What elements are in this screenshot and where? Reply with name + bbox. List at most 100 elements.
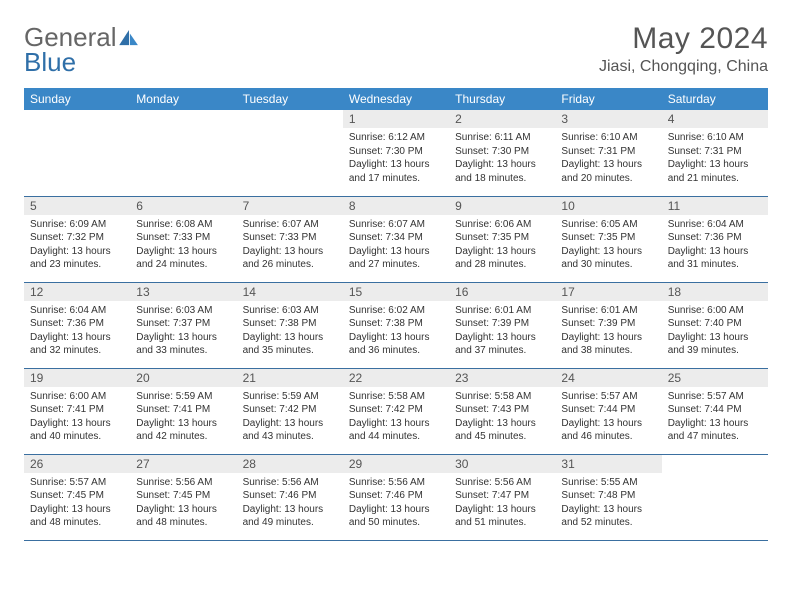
daylight-text: Daylight: 13 hours and 24 minutes. xyxy=(136,245,230,272)
day-info: Sunrise: 6:00 AMSunset: 7:41 PMDaylight:… xyxy=(24,387,130,448)
sunrise-text: Sunrise: 6:11 AM xyxy=(455,131,549,145)
sunset-text: Sunset: 7:46 PM xyxy=(349,489,443,503)
daylight-text: Daylight: 13 hours and 48 minutes. xyxy=(30,503,124,530)
day-number: 27 xyxy=(130,455,236,473)
day-number: 1 xyxy=(343,110,449,128)
day-number: 12 xyxy=(24,283,130,301)
day-info: Sunrise: 6:08 AMSunset: 7:33 PMDaylight:… xyxy=(130,215,236,276)
day-info: Sunrise: 6:03 AMSunset: 7:38 PMDaylight:… xyxy=(237,301,343,362)
day-number: 31 xyxy=(555,455,661,473)
calendar-day-cell: 31Sunrise: 5:55 AMSunset: 7:48 PMDayligh… xyxy=(555,454,661,540)
sunrise-text: Sunrise: 6:10 AM xyxy=(561,131,655,145)
day-info: Sunrise: 5:55 AMSunset: 7:48 PMDaylight:… xyxy=(555,473,661,534)
sunset-text: Sunset: 7:40 PM xyxy=(668,317,762,331)
page-title: May 2024 xyxy=(599,22,768,56)
calendar-day-cell: 11Sunrise: 6:04 AMSunset: 7:36 PMDayligh… xyxy=(662,196,768,282)
calendar-day-cell: 10Sunrise: 6:05 AMSunset: 7:35 PMDayligh… xyxy=(555,196,661,282)
sunset-text: Sunset: 7:36 PM xyxy=(30,317,124,331)
calendar-table: Sunday Monday Tuesday Wednesday Thursday… xyxy=(24,88,768,541)
calendar-day-cell xyxy=(237,110,343,196)
weekday-header: Friday xyxy=(555,88,661,110)
day-number: 11 xyxy=(662,197,768,215)
calendar-day-cell: 14Sunrise: 6:03 AMSunset: 7:38 PMDayligh… xyxy=(237,282,343,368)
calendar-week-row: 5Sunrise: 6:09 AMSunset: 7:32 PMDaylight… xyxy=(24,196,768,282)
day-number: 16 xyxy=(449,283,555,301)
sunset-text: Sunset: 7:36 PM xyxy=(668,231,762,245)
calendar-day-cell: 7Sunrise: 6:07 AMSunset: 7:33 PMDaylight… xyxy=(237,196,343,282)
calendar-week-row: 1Sunrise: 6:12 AMSunset: 7:30 PMDaylight… xyxy=(24,110,768,196)
sunset-text: Sunset: 7:30 PM xyxy=(455,145,549,159)
calendar-week-row: 19Sunrise: 6:00 AMSunset: 7:41 PMDayligh… xyxy=(24,368,768,454)
calendar-day-cell xyxy=(24,110,130,196)
sunset-text: Sunset: 7:38 PM xyxy=(349,317,443,331)
title-block: May 2024 Jiasi, Chongqing, China xyxy=(599,22,768,76)
sunset-text: Sunset: 7:48 PM xyxy=(561,489,655,503)
calendar-day-cell: 22Sunrise: 5:58 AMSunset: 7:42 PMDayligh… xyxy=(343,368,449,454)
day-info: Sunrise: 5:59 AMSunset: 7:41 PMDaylight:… xyxy=(130,387,236,448)
daylight-text: Daylight: 13 hours and 27 minutes. xyxy=(349,245,443,272)
day-info: Sunrise: 5:56 AMSunset: 7:47 PMDaylight:… xyxy=(449,473,555,534)
day-info: Sunrise: 5:56 AMSunset: 7:46 PMDaylight:… xyxy=(237,473,343,534)
day-info: Sunrise: 5:56 AMSunset: 7:46 PMDaylight:… xyxy=(343,473,449,534)
day-info: Sunrise: 6:10 AMSunset: 7:31 PMDaylight:… xyxy=(555,128,661,189)
daylight-text: Daylight: 13 hours and 20 minutes. xyxy=(561,158,655,185)
sunset-text: Sunset: 7:42 PM xyxy=(349,403,443,417)
day-info: Sunrise: 6:01 AMSunset: 7:39 PMDaylight:… xyxy=(555,301,661,362)
calendar-day-cell: 29Sunrise: 5:56 AMSunset: 7:46 PMDayligh… xyxy=(343,454,449,540)
weekday-header: Saturday xyxy=(662,88,768,110)
sunrise-text: Sunrise: 6:06 AM xyxy=(455,218,549,232)
daylight-text: Daylight: 13 hours and 43 minutes. xyxy=(243,417,337,444)
daylight-text: Daylight: 13 hours and 39 minutes. xyxy=(668,331,762,358)
day-number: 29 xyxy=(343,455,449,473)
calendar-day-cell: 4Sunrise: 6:10 AMSunset: 7:31 PMDaylight… xyxy=(662,110,768,196)
calendar-day-cell: 5Sunrise: 6:09 AMSunset: 7:32 PMDaylight… xyxy=(24,196,130,282)
day-info: Sunrise: 6:01 AMSunset: 7:39 PMDaylight:… xyxy=(449,301,555,362)
sunrise-text: Sunrise: 5:59 AM xyxy=(243,390,337,404)
page-subtitle: Jiasi, Chongqing, China xyxy=(599,58,768,76)
sunrise-text: Sunrise: 6:02 AM xyxy=(349,304,443,318)
day-number: 24 xyxy=(555,369,661,387)
day-number: 20 xyxy=(130,369,236,387)
sunset-text: Sunset: 7:32 PM xyxy=(30,231,124,245)
daylight-text: Daylight: 13 hours and 28 minutes. xyxy=(455,245,549,272)
day-number: 28 xyxy=(237,455,343,473)
calendar-day-cell: 16Sunrise: 6:01 AMSunset: 7:39 PMDayligh… xyxy=(449,282,555,368)
sunset-text: Sunset: 7:35 PM xyxy=(455,231,549,245)
day-info: Sunrise: 5:56 AMSunset: 7:45 PMDaylight:… xyxy=(130,473,236,534)
day-number: 17 xyxy=(555,283,661,301)
sunrise-text: Sunrise: 5:57 AM xyxy=(561,390,655,404)
calendar-day-cell: 9Sunrise: 6:06 AMSunset: 7:35 PMDaylight… xyxy=(449,196,555,282)
weekday-header: Thursday xyxy=(449,88,555,110)
sunset-text: Sunset: 7:42 PM xyxy=(243,403,337,417)
weekday-header: Wednesday xyxy=(343,88,449,110)
day-number: 5 xyxy=(24,197,130,215)
sunset-text: Sunset: 7:37 PM xyxy=(136,317,230,331)
sunrise-text: Sunrise: 6:12 AM xyxy=(349,131,443,145)
weekday-header: Tuesday xyxy=(237,88,343,110)
calendar-week-row: 12Sunrise: 6:04 AMSunset: 7:36 PMDayligh… xyxy=(24,282,768,368)
day-info: Sunrise: 6:11 AMSunset: 7:30 PMDaylight:… xyxy=(449,128,555,189)
calendar-day-cell: 1Sunrise: 6:12 AMSunset: 7:30 PMDaylight… xyxy=(343,110,449,196)
sunrise-text: Sunrise: 6:00 AM xyxy=(668,304,762,318)
sunrise-text: Sunrise: 5:56 AM xyxy=(136,476,230,490)
sunrise-text: Sunrise: 5:55 AM xyxy=(561,476,655,490)
calendar-day-cell: 28Sunrise: 5:56 AMSunset: 7:46 PMDayligh… xyxy=(237,454,343,540)
day-number: 8 xyxy=(343,197,449,215)
calendar-day-cell xyxy=(662,454,768,540)
day-number: 22 xyxy=(343,369,449,387)
daylight-text: Daylight: 13 hours and 49 minutes. xyxy=(243,503,337,530)
day-number: 25 xyxy=(662,369,768,387)
sunrise-text: Sunrise: 5:58 AM xyxy=(349,390,443,404)
sunset-text: Sunset: 7:30 PM xyxy=(349,145,443,159)
day-info: Sunrise: 5:58 AMSunset: 7:42 PMDaylight:… xyxy=(343,387,449,448)
daylight-text: Daylight: 13 hours and 48 minutes. xyxy=(136,503,230,530)
day-number: 4 xyxy=(662,110,768,128)
sunset-text: Sunset: 7:38 PM xyxy=(243,317,337,331)
sunrise-text: Sunrise: 6:04 AM xyxy=(668,218,762,232)
sunrise-text: Sunrise: 5:56 AM xyxy=(455,476,549,490)
sunset-text: Sunset: 7:34 PM xyxy=(349,231,443,245)
daylight-text: Daylight: 13 hours and 50 minutes. xyxy=(349,503,443,530)
daylight-text: Daylight: 13 hours and 52 minutes. xyxy=(561,503,655,530)
calendar-day-cell: 27Sunrise: 5:56 AMSunset: 7:45 PMDayligh… xyxy=(130,454,236,540)
daylight-text: Daylight: 13 hours and 42 minutes. xyxy=(136,417,230,444)
